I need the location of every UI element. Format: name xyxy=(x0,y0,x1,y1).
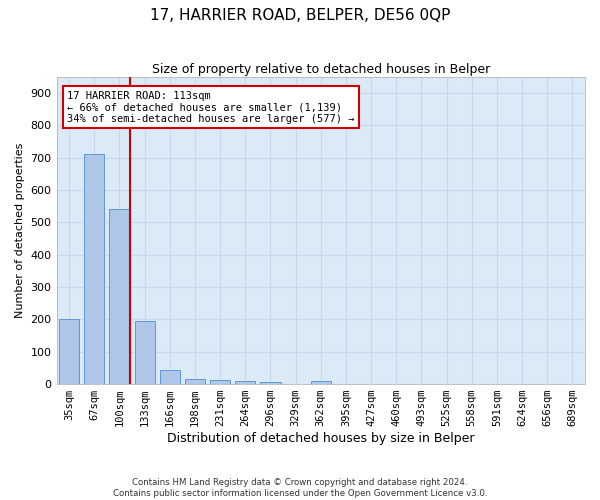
Text: 17, HARRIER ROAD, BELPER, DE56 0QP: 17, HARRIER ROAD, BELPER, DE56 0QP xyxy=(150,8,450,22)
Title: Size of property relative to detached houses in Belper: Size of property relative to detached ho… xyxy=(152,62,490,76)
X-axis label: Distribution of detached houses by size in Belper: Distribution of detached houses by size … xyxy=(167,432,475,445)
Bar xyxy=(311,382,331,384)
Y-axis label: Number of detached properties: Number of detached properties xyxy=(15,142,25,318)
Bar xyxy=(235,382,256,384)
Bar xyxy=(134,321,155,384)
Bar xyxy=(109,210,130,384)
Bar xyxy=(260,382,281,384)
Text: 17 HARRIER ROAD: 113sqm
← 66% of detached houses are smaller (1,139)
34% of semi: 17 HARRIER ROAD: 113sqm ← 66% of detache… xyxy=(67,90,355,124)
Text: Contains HM Land Registry data © Crown copyright and database right 2024.
Contai: Contains HM Land Registry data © Crown c… xyxy=(113,478,487,498)
Bar xyxy=(210,380,230,384)
Bar xyxy=(160,370,180,384)
Bar xyxy=(59,318,79,384)
Bar xyxy=(185,378,205,384)
Bar xyxy=(84,154,104,384)
